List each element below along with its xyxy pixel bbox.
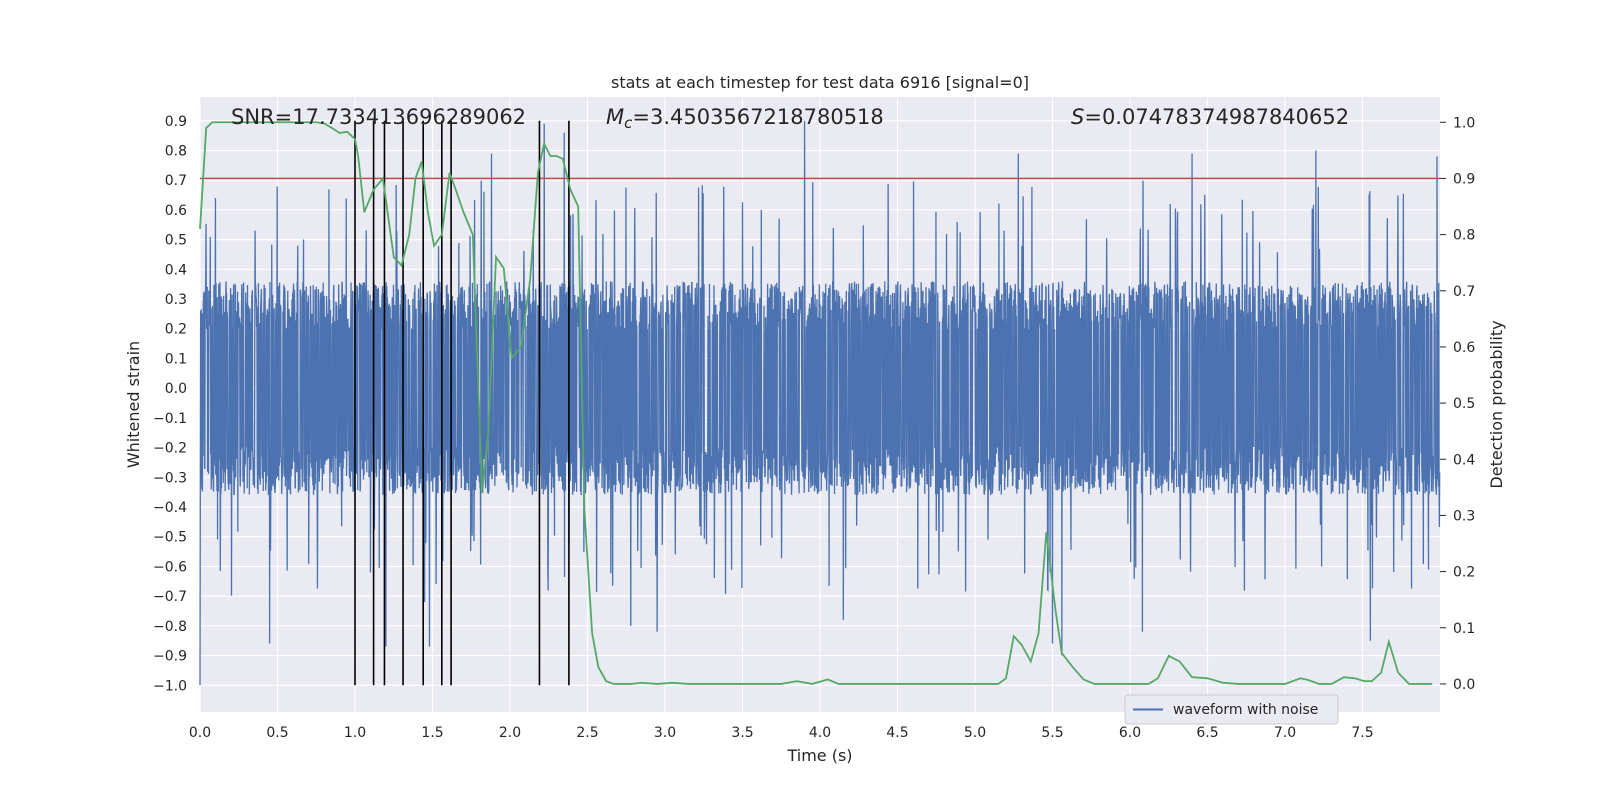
waveform-line <box>199 120 1441 686</box>
x-axis-label: Time (s) <box>786 746 852 765</box>
x-tick-label: 4.0 <box>809 725 831 741</box>
left-y-tick-label: −0.9 <box>153 649 187 665</box>
left-y-tick-label: −0.3 <box>153 470 187 486</box>
left-y-tick-label: 0.6 <box>165 203 187 219</box>
left-y-tick-label: 0.8 <box>165 143 187 159</box>
left-y-tick-label: 0.5 <box>165 233 187 249</box>
snr-annotation: SNR=17.733413696289062 <box>231 105 526 129</box>
x-tick-label: 1.5 <box>421 725 443 741</box>
s-symbol: S <box>1071 105 1084 129</box>
chirp-mass-subscript: c <box>624 114 633 132</box>
x-tick-label: 7.0 <box>1274 725 1296 741</box>
x-tick-label: 0.5 <box>266 725 288 741</box>
legend-waveform-label: waveform with noise <box>1173 702 1318 718</box>
chirp-mass-annotation: Mc=3.4503567218780518 <box>606 105 884 132</box>
event-lines <box>354 120 570 686</box>
left-y-tick-label: 0.0 <box>165 381 187 397</box>
left-y-axis-ticks: 0.9 0.8 0.7 0.6 0.5 0.4 0.3 0.2 0.1 0.0 −0.1 −0.2 −0… <box>153 114 187 694</box>
probability-series <box>199 121 1433 685</box>
right-y-tick-label: 0.7 <box>1453 284 1475 300</box>
left-y-tick-label: 0.9 <box>165 114 187 130</box>
x-tick-label: 4.5 <box>886 725 908 741</box>
left-y-tick-label: −0.4 <box>153 500 187 516</box>
chirp-mass-value: =3.4503567218780518 <box>632 105 883 129</box>
legend: waveform with noise <box>1124 694 1339 725</box>
x-tick-label: 6.0 <box>1119 725 1141 741</box>
right-y-axis-ticks: 1.0 0.9 0.8 0.7 0.6 0.5 0.4 0.3 0.2 0.1 0.0 <box>1440 115 1475 693</box>
right-y-tick-label: 0.9 <box>1453 171 1475 187</box>
x-tick-label: 2.5 <box>576 725 598 741</box>
x-tick-label: 1.0 <box>344 725 366 741</box>
x-tick-label: 3.0 <box>654 725 676 741</box>
x-tick-label: 2.0 <box>499 725 521 741</box>
x-tick-label: 5.0 <box>964 725 986 741</box>
left-y-tick-label: −0.6 <box>153 559 187 575</box>
left-y-tick-label: 0.7 <box>165 173 187 189</box>
right-y-tick-label: 0.3 <box>1453 508 1475 524</box>
x-tick-label: 7.5 <box>1351 725 1373 741</box>
left-y-tick-label: −0.2 <box>153 441 187 457</box>
right-y-tick-label: 0.8 <box>1453 228 1475 244</box>
left-y-tick-label: −0.8 <box>153 619 187 635</box>
right-y-tick-label: 0.6 <box>1453 340 1475 356</box>
right-y-tick-label: 0.5 <box>1453 396 1475 412</box>
left-y-tick-label: −1.0 <box>153 678 187 694</box>
left-y-tick-label: 0.1 <box>165 351 187 367</box>
right-y-tick-label: 0.2 <box>1453 565 1475 581</box>
legend-box <box>1124 694 1339 725</box>
left-y-tick-label: −0.5 <box>153 530 187 546</box>
x-tick-label: 5.5 <box>1041 725 1063 741</box>
right-y-tick-label: 1.0 <box>1453 115 1475 131</box>
left-y-tick-label: −0.1 <box>153 411 187 427</box>
left-y-tick-label: 0.2 <box>165 322 187 338</box>
left-y-tick-label: 0.3 <box>165 292 187 308</box>
left-y-tick-label: −0.7 <box>153 589 187 605</box>
s-annotation: S=0.07478374987840652 <box>1071 105 1349 129</box>
chirp-mass-symbol: M <box>606 105 624 129</box>
x-axis-ticks: 0.0 0.5 1.0 1.5 2.0 2.5 3.0 3.5 4.0 4.5 5.0 5.5 6.0 6… <box>189 725 1374 741</box>
s-value: =0.07478374987840652 <box>1084 105 1349 129</box>
left-y-tick-label: 0.4 <box>165 262 187 278</box>
x-tick-label: 6.5 <box>1196 725 1218 741</box>
chart-title: stats at each timestep for test data 691… <box>611 73 1029 92</box>
right-y-tick-label: 0.1 <box>1453 621 1475 637</box>
right-y-tick-label: 0.0 <box>1453 677 1475 693</box>
waveform-series <box>199 120 1441 686</box>
right-y-tick-label: 0.4 <box>1453 452 1475 468</box>
right-y-axis-label: Detection probability <box>1487 320 1506 488</box>
left-y-axis-label: Whitened strain <box>124 341 143 468</box>
x-tick-label: 0.0 <box>189 725 211 741</box>
x-tick-label: 3.5 <box>731 725 753 741</box>
